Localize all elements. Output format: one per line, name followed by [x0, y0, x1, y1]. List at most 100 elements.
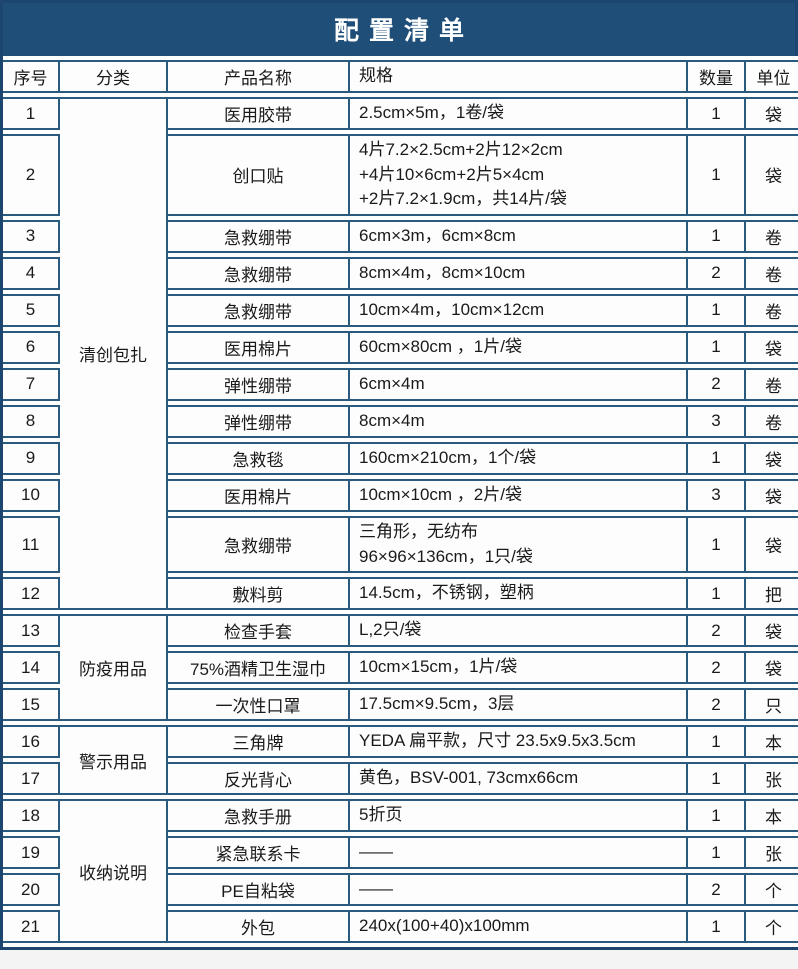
unit-cell: 张	[746, 836, 798, 870]
quantity-cell: 1	[688, 515, 746, 574]
quantity-cell: 1	[688, 836, 746, 870]
table-row: 13 防疫用品 检查手套 L,2只/袋 2 袋	[3, 614, 798, 722]
quantity-cell: 2	[688, 873, 746, 907]
quantity-cell: 2	[688, 688, 746, 722]
row-number-cell: 17	[3, 762, 60, 796]
product-name-cell: 75%酒精卫生湿巾	[168, 651, 350, 685]
quantity-cell: 1	[688, 219, 746, 253]
unit-cell: 袋	[746, 478, 798, 512]
quantity-cell: 1	[688, 799, 746, 833]
column-header-quantity: 数量	[688, 60, 746, 93]
row-number-cell: 18	[3, 799, 60, 833]
row-number-cell: 14	[3, 651, 60, 685]
spec-cell: 10cm×10cm ，2片/袋	[350, 478, 688, 512]
product-name-cell: 急救绷带	[168, 219, 350, 253]
column-header-unit: 单位	[746, 60, 798, 93]
table-row: 4 急救绷带 8cm×4m，8cm×10cm 2 卷	[3, 256, 798, 290]
table-row: 19 紧急联系卡 —— 1 张	[3, 836, 798, 870]
spec-cell: 三角形，无纺布 96×96×136cm，1只/袋	[350, 515, 688, 574]
product-name-cell: 医用棉片	[168, 330, 350, 364]
table-body: 1 清创包扎 医用胶带 2.5cm×5m，1卷/袋 1 袋 2 创口贴 4片7.2×2.5cm+…	[3, 97, 798, 944]
product-name-cell: 反光背心	[168, 762, 350, 796]
row-number-cell: 20	[3, 873, 60, 907]
unit-cell: 只	[746, 688, 798, 722]
spec-cell: 黄色，BSV-001, 73cmx66cm	[350, 762, 688, 796]
product-name-cell: 急救绷带	[168, 293, 350, 327]
row-number-cell: 19	[3, 836, 60, 870]
spec-cell: 4片7.2×2.5cm+2片12×2cm +4片10×6cm+2片5×4cm +…	[350, 134, 688, 216]
spec-cell: 14.5cm，不锈钢，塑柄	[350, 577, 688, 611]
table-row: 8 弹性绷带 8cm×4m 3 卷	[3, 404, 798, 438]
spec-cell: 5折页	[350, 799, 688, 833]
quantity-cell: 1	[688, 97, 746, 130]
unit-cell: 把	[746, 577, 798, 611]
spec-cell: YEDA 扁平款，尺寸 23.5x9.5x3.5cm	[350, 725, 688, 759]
table-row: 2 创口贴 4片7.2×2.5cm+2片12×2cm +4片10×6cm+2片5×4…	[3, 134, 798, 216]
product-name-cell: 医用胶带	[168, 97, 350, 130]
unit-cell: 卷	[746, 367, 798, 401]
spec-cell: 10cm×4m，10cm×12cm	[350, 293, 688, 327]
category-cell: 警示用品	[60, 725, 168, 796]
unit-cell: 个	[746, 873, 798, 907]
product-name-cell: 医用棉片	[168, 478, 350, 512]
quantity-cell: 1	[688, 293, 746, 327]
spec-cell: 8cm×4m，8cm×10cm	[350, 256, 688, 290]
quantity-cell: 2	[688, 367, 746, 401]
table-row: 15 一次性口罩 17.5cm×9.5cm，3层 2 只	[3, 688, 798, 722]
unit-cell: 袋	[746, 614, 798, 648]
table-row: 18 收纳说明 急救手册 5折页 1 本	[3, 799, 798, 944]
row-number-cell: 9	[3, 441, 60, 475]
table-row: 7 弹性绷带 6cm×4m 2 卷	[3, 367, 798, 401]
table-row: 9 急救毯 160cm×210cm，1个/袋 1 袋	[3, 441, 798, 475]
quantity-cell: 3	[688, 404, 746, 438]
row-number-cell: 16	[3, 725, 60, 759]
unit-cell: 本	[746, 799, 798, 833]
product-name-cell: 急救绷带	[168, 256, 350, 290]
row-number-cell: 3	[3, 219, 60, 253]
quantity-cell: 2	[688, 651, 746, 685]
unit-cell: 卷	[746, 404, 798, 438]
page-title: 配置清单	[3, 3, 795, 56]
product-name-cell: 急救绷带	[168, 515, 350, 574]
quantity-cell: 1	[688, 441, 746, 475]
unit-cell: 卷	[746, 256, 798, 290]
unit-cell: 袋	[746, 651, 798, 685]
spec-cell: ——	[350, 836, 688, 870]
quantity-cell: 2	[688, 614, 746, 648]
table-row: 3 急救绷带 6cm×3m，6cm×8cm 1 卷	[3, 219, 798, 253]
table-row: 5 急救绷带 10cm×4m，10cm×12cm 1 卷	[3, 293, 798, 327]
unit-cell: 卷	[746, 219, 798, 253]
row-number-cell: 13	[3, 614, 60, 648]
row-number-cell: 7	[3, 367, 60, 401]
row-number-cell: 2	[3, 134, 60, 216]
table-row: 12 敷料剪 14.5cm，不锈钢，塑柄 1 把	[3, 577, 798, 611]
row-number-cell: 6	[3, 330, 60, 364]
column-header-category: 分类	[60, 60, 168, 93]
quantity-cell: 1	[688, 330, 746, 364]
table-header-row: 序号 分类 产品名称 规格 数量 单位	[3, 60, 798, 93]
row-number-cell: 8	[3, 404, 60, 438]
spec-cell: L,2只/袋	[350, 614, 688, 648]
row-number-cell: 10	[3, 478, 60, 512]
spec-cell: 6cm×3m，6cm×8cm	[350, 219, 688, 253]
row-number-cell: 11	[3, 515, 60, 574]
product-name-cell: 外包	[168, 910, 350, 944]
unit-cell: 本	[746, 725, 798, 759]
product-name-cell: 检查手套	[168, 614, 350, 648]
table-row: 16 警示用品 三角牌 YEDA 扁平款，尺寸 23.5x9.5x3.5cm 1 本	[3, 725, 798, 796]
product-name-cell: PE自粘袋	[168, 873, 350, 907]
spec-cell: 240x(100+40)x100mm	[350, 910, 688, 944]
spec-cell: 17.5cm×9.5cm，3层	[350, 688, 688, 722]
table-row: 1 清创包扎 医用胶带 2.5cm×5m，1卷/袋 1 袋	[3, 97, 798, 611]
table-row: 20 PE自粘袋 —— 2 个	[3, 873, 798, 907]
row-number-cell: 4	[3, 256, 60, 290]
product-name-cell: 急救手册	[168, 799, 350, 833]
row-number-cell: 1	[3, 97, 60, 130]
table-row: 17 反光背心 黄色，BSV-001, 73cmx66cm 1 张	[3, 762, 798, 796]
product-name-cell: 紧急联系卡	[168, 836, 350, 870]
quantity-cell: 2	[688, 256, 746, 290]
unit-cell: 张	[746, 762, 798, 796]
spec-cell: 8cm×4m	[350, 404, 688, 438]
